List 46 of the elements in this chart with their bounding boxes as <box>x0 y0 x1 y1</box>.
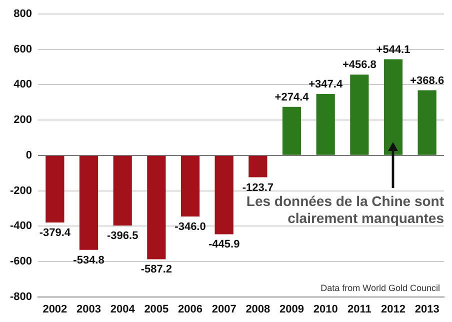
x-tick-label: 2010 <box>313 303 338 316</box>
x-tick-label: 2005 <box>144 303 169 316</box>
x-tick-label: 2011 <box>347 303 372 316</box>
data-label: -587.2 <box>140 264 172 276</box>
y-tick-label: 200 <box>14 114 32 126</box>
x-tick-label: 2012 <box>381 303 406 316</box>
bar <box>248 156 268 178</box>
y-tick-label: 800 <box>14 8 32 20</box>
bar <box>180 156 200 217</box>
bar <box>316 94 335 155</box>
bar <box>147 156 166 260</box>
x-tick-label: 2013 <box>414 303 440 316</box>
x-tick-label: 2002 <box>42 303 68 316</box>
y-tick-label: -400 <box>10 220 32 232</box>
y-tick-label: 0 <box>26 149 32 162</box>
data-label: -123.7 <box>242 182 274 194</box>
bar <box>214 156 234 234</box>
bar <box>418 90 436 155</box>
annotation: Data from World Gold Council <box>320 282 440 293</box>
x-tick-label: 2003 <box>76 303 102 316</box>
bar <box>350 74 369 155</box>
x-tick-label: 2009 <box>280 303 304 316</box>
data-label: -396.5 <box>106 230 138 242</box>
data-label: -534.8 <box>73 254 104 266</box>
bar <box>46 156 64 222</box>
y-tick-label: -600 <box>10 255 32 268</box>
data-label: +456.8 <box>342 59 376 72</box>
x-tick-label: 2007 <box>212 303 236 316</box>
y-tick-label: 400 <box>14 78 32 91</box>
x-tick-label: 2004 <box>110 303 136 316</box>
data-label: +368.6 <box>410 74 444 87</box>
y-tick-label: -800 <box>10 290 32 303</box>
y-tick-label: 600 <box>14 43 32 56</box>
annotation: Les données de la Chine sont clairement manquantes <box>245 193 444 228</box>
bar <box>113 156 132 226</box>
data-label: -346.0 <box>174 221 206 234</box>
data-label: -379.4 <box>39 226 72 239</box>
y-tick-label: -200 <box>10 184 32 197</box>
x-tick-label: 2008 <box>246 303 270 316</box>
bar <box>282 106 302 155</box>
data-label: +544.1 <box>376 44 410 56</box>
x-tick-label: 2006 <box>178 303 202 316</box>
data-label: +274.4 <box>274 91 310 104</box>
bar <box>79 156 98 250</box>
data-label: +347.4 <box>308 78 344 91</box>
data-label: -445.9 <box>208 238 240 251</box>
